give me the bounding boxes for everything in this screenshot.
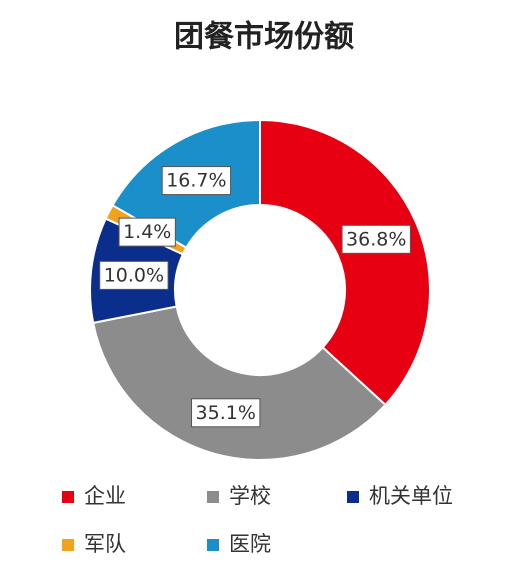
legend-swatch — [62, 539, 74, 551]
legend-swatch — [347, 491, 359, 503]
donut-slice — [92, 305, 387, 461]
legend-swatch — [62, 491, 74, 503]
value-label-box — [161, 166, 232, 196]
legend-label: 机关单位 — [369, 484, 453, 508]
legend-swatch — [207, 491, 219, 503]
legend-label: 学校 — [229, 484, 271, 508]
value-label-box — [341, 224, 411, 254]
value-label-box — [118, 217, 176, 247]
value-label-box — [191, 398, 261, 428]
value-label: 36.8% — [346, 228, 406, 250]
value-label: 1.4% — [123, 221, 171, 243]
donut-slice — [259, 118, 431, 407]
value-label: 35.1% — [196, 402, 256, 424]
value-label: 16.7% — [166, 170, 226, 192]
value-label: 10.0% — [104, 264, 164, 286]
legend-label: 军队 — [84, 532, 126, 556]
legend-label: 企业 — [84, 484, 126, 508]
legend-label: 医院 — [229, 532, 271, 556]
chart-title: 团餐市场份额 — [174, 20, 354, 55]
legend-swatch — [207, 539, 219, 551]
value-label-box — [99, 260, 169, 290]
